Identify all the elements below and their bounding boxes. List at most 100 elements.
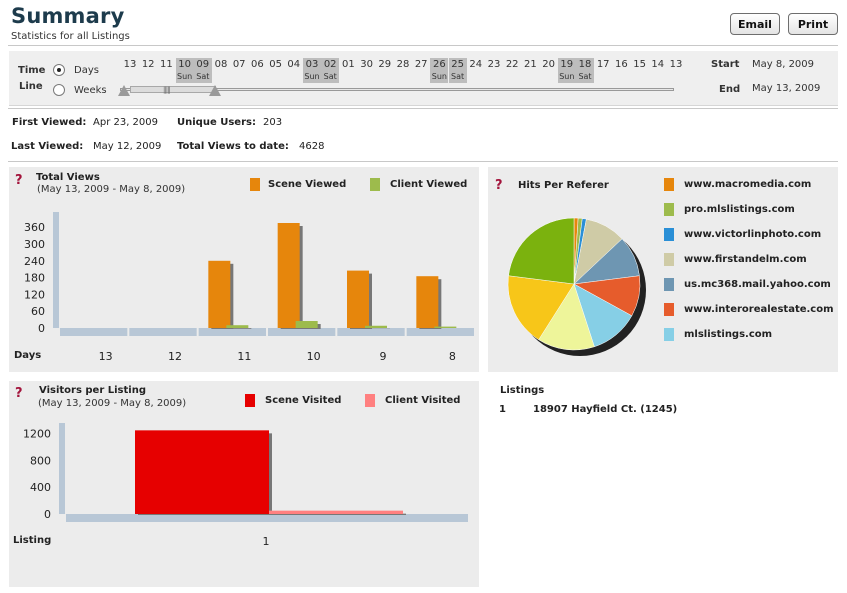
timeline-day-2[interactable]: 11 bbox=[157, 58, 175, 83]
timeline-day-26[interactable]: 17 bbox=[594, 58, 612, 83]
bar-client-viewed bbox=[434, 326, 457, 328]
timeline-day-29[interactable]: 14 bbox=[649, 58, 667, 83]
total-views-label: Total Views to date: bbox=[177, 141, 289, 152]
timeline-day-20[interactable]: 23 bbox=[485, 58, 503, 83]
x-tick-label: 8 bbox=[449, 350, 456, 363]
last-viewed-label: Last Viewed: bbox=[11, 141, 84, 152]
timeline-day-19[interactable]: 24 bbox=[467, 58, 485, 83]
total-views-help-icon[interactable]: ? bbox=[15, 173, 23, 188]
day-number: 10 bbox=[178, 59, 191, 70]
weeks-radio[interactable] bbox=[53, 84, 65, 96]
timeline-day-28[interactable]: 15 bbox=[631, 58, 649, 83]
bar-shadow bbox=[229, 328, 252, 329]
y-tick-label: 0 bbox=[44, 508, 51, 521]
timeline-day-9[interactable]: 04 bbox=[285, 58, 303, 83]
timeline-day-18[interactable]: 25 Sat bbox=[448, 58, 467, 83]
listing-link[interactable]: 18907 Hayfield Ct. (1245) bbox=[533, 404, 678, 415]
timeline-day-7[interactable]: 06 bbox=[248, 58, 266, 83]
x-tick-label: 1 bbox=[263, 535, 270, 548]
timeline-day-21[interactable]: 22 bbox=[503, 58, 521, 83]
listing-number: 1 bbox=[499, 404, 506, 415]
day-weekday: Sun bbox=[431, 72, 447, 81]
day-number: 27 bbox=[414, 59, 428, 70]
day-number: 23 bbox=[487, 59, 501, 70]
x-tick-label: 13 bbox=[99, 350, 113, 363]
legend-label-client-viewed: Client Viewed bbox=[390, 179, 468, 190]
y-tick-label: 0 bbox=[38, 322, 45, 335]
timeline-day-10[interactable]: 03 Sun bbox=[303, 58, 321, 83]
timeline-day-8[interactable]: 05 bbox=[267, 58, 285, 83]
timeline-day-3[interactable]: 10 Sun bbox=[175, 58, 194, 83]
timeline-day-4[interactable]: 09 Sat bbox=[193, 58, 212, 83]
pie-legend-swatch bbox=[664, 203, 674, 216]
day-number: 30 bbox=[360, 59, 373, 70]
listings-title: Listings bbox=[500, 385, 545, 396]
days-radio-label[interactable]: Days bbox=[74, 65, 99, 76]
legend-swatch-scene-visited bbox=[245, 394, 255, 407]
timeline-day-12[interactable]: 01 bbox=[339, 58, 357, 83]
weeks-radio-label[interactable]: Weeks bbox=[74, 85, 107, 96]
day-number: 04 bbox=[287, 59, 301, 70]
pie-legend-swatch bbox=[664, 253, 674, 266]
hits-referer-help-icon[interactable]: ? bbox=[495, 178, 503, 193]
timeline-day-24[interactable]: 19 Sun bbox=[557, 58, 576, 83]
timeline-day-25[interactable]: 18 Sat bbox=[576, 58, 594, 83]
legend-swatch-client-visited bbox=[365, 394, 375, 407]
day-number: 19 bbox=[560, 59, 574, 70]
timeline-day-1[interactable]: 12 bbox=[139, 58, 157, 83]
timeline-day-11[interactable]: 02 Sat bbox=[321, 58, 340, 83]
bar-shadow bbox=[272, 513, 406, 515]
pie-legend-swatch bbox=[664, 228, 674, 241]
timeline-day-27[interactable]: 16 bbox=[612, 58, 630, 83]
timeline-day-14[interactable]: 29 bbox=[376, 58, 394, 83]
day-number: 13 bbox=[669, 59, 683, 70]
visitors-help-icon[interactable]: ? bbox=[15, 386, 23, 401]
x-tick-label: 12 bbox=[168, 350, 182, 363]
timeline-end-handle[interactable] bbox=[209, 85, 221, 96]
timeline-day-30[interactable]: 13 bbox=[667, 58, 685, 83]
pie-legend-swatch bbox=[664, 278, 674, 291]
timeline-panel bbox=[9, 51, 838, 106]
bar-scene-viewed bbox=[208, 260, 231, 328]
visitors-range: (May 13, 2009 - May 8, 2009) bbox=[38, 398, 187, 409]
timeline-day-0[interactable]: 13 bbox=[121, 58, 139, 83]
pie-legend-label: www.interorealestate.com bbox=[684, 304, 834, 315]
hits-referer-title: Hits Per Referer bbox=[518, 180, 609, 191]
y-tick-label: 400 bbox=[30, 481, 51, 494]
timeline-day-5[interactable]: 08 bbox=[212, 58, 230, 83]
start-label: Start bbox=[711, 59, 740, 70]
day-number: 21 bbox=[524, 59, 537, 70]
total-views-title: Total Views bbox=[36, 172, 100, 183]
x-axis-floor bbox=[337, 328, 405, 336]
y-tick-label: 300 bbox=[24, 238, 45, 251]
day-weekday: Sat bbox=[196, 72, 210, 81]
timeline-day-22[interactable]: 21 bbox=[521, 58, 539, 83]
timeline-day-17[interactable]: 26 Sun bbox=[430, 58, 449, 83]
timeline-slider-range[interactable] bbox=[130, 86, 216, 93]
timeline-day-13[interactable]: 30 bbox=[358, 58, 376, 83]
day-number: 28 bbox=[396, 59, 410, 70]
bar-client-visited bbox=[269, 510, 403, 514]
day-number: 09 bbox=[196, 59, 210, 70]
last-viewed-value: May 12, 2009 bbox=[93, 141, 162, 152]
day-number: 02 bbox=[323, 59, 337, 70]
timeline-day-16[interactable]: 27 bbox=[412, 58, 430, 83]
day-number: 29 bbox=[378, 59, 392, 70]
timeline-day-23[interactable]: 20 bbox=[540, 58, 558, 83]
timeline-start-handle[interactable] bbox=[118, 85, 130, 96]
timeline-day-6[interactable]: 07 bbox=[230, 58, 248, 83]
day-weekday: Sun bbox=[559, 72, 575, 81]
bar-scene-viewed bbox=[347, 270, 369, 328]
bar-scene-viewed bbox=[277, 223, 300, 328]
day-number: 13 bbox=[123, 59, 137, 70]
y-tick-label: 120 bbox=[24, 288, 45, 301]
grip-icon: ||||| bbox=[163, 86, 171, 94]
days-radio[interactable] bbox=[53, 64, 65, 76]
email-button[interactable]: Email bbox=[730, 13, 780, 35]
y-axis-bar bbox=[59, 423, 65, 514]
print-button[interactable]: Print bbox=[788, 13, 838, 35]
pie-legend-swatch bbox=[664, 328, 674, 341]
day-number: 01 bbox=[342, 59, 355, 70]
visitors-per-listing-chart: 0 400 800 1200 1 bbox=[23, 423, 468, 548]
timeline-day-15[interactable]: 28 bbox=[394, 58, 412, 83]
